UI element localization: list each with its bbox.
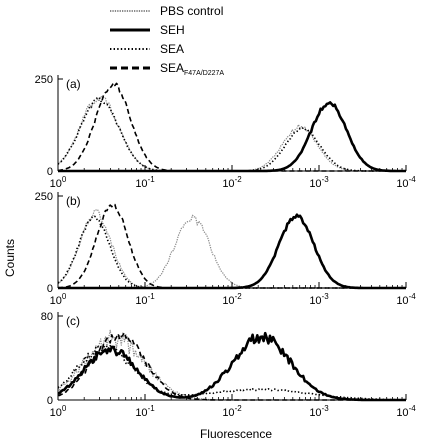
x-tick-label: 10-4 <box>396 404 416 419</box>
x-tick-exponent: -2 <box>235 292 243 301</box>
series-line <box>57 82 406 172</box>
x-tick-label: 10-4 <box>396 175 416 190</box>
series-line <box>57 203 406 289</box>
x-tick-exponent: -1 <box>148 175 156 184</box>
series-line <box>58 213 406 290</box>
y-tick-label: 80 <box>41 311 53 323</box>
x-tick-exponent: -3 <box>322 175 330 184</box>
x-tick-exponent: 0 <box>62 292 67 301</box>
x-axis-label: Fluorescence <box>200 427 272 441</box>
y-tick-label: 0 <box>47 283 53 295</box>
x-tick-exponent: -1 <box>148 404 156 413</box>
series-line <box>58 101 406 173</box>
x-tick-label: 10-2 <box>222 292 242 307</box>
x-tick-label: 10-2 <box>222 404 242 419</box>
legend-entry: SEAF47A/D227A <box>110 61 224 77</box>
series-line <box>57 331 406 402</box>
x-tick-exponent: 0 <box>62 404 67 413</box>
x-tick-exponent: -3 <box>322 404 330 413</box>
legend: PBS control SEH SEA SEAF47A/D227A <box>110 4 224 77</box>
y-tick-label: 0 <box>47 166 53 178</box>
y-tick-label: 0 <box>47 395 53 407</box>
series-line <box>57 208 406 289</box>
x-tick-label: 10-1 <box>135 404 155 419</box>
x-tick-label: 10-3 <box>309 292 329 307</box>
panel-label: (c) <box>66 314 80 328</box>
legend-label: SEA <box>160 42 184 56</box>
panel-label: (a) <box>66 77 81 91</box>
series-line <box>57 215 406 289</box>
legend-entry: SEA <box>110 42 184 56</box>
y-tick-label: 250 <box>35 74 53 86</box>
x-tick-exponent: -4 <box>409 175 417 184</box>
x-tick-label: 10-2 <box>222 175 242 190</box>
legend-subscript: F47A/D227A <box>184 70 224 77</box>
series-line <box>57 344 406 401</box>
legend-entry: PBS control <box>110 4 223 18</box>
x-tick-exponent: 0 <box>62 175 67 184</box>
legend-label: SEAF47A/D227A <box>160 61 224 77</box>
x-tick-label: 10-1 <box>135 175 155 190</box>
legend-entry: SEH <box>110 23 185 37</box>
x-tick-label: 10-3 <box>309 175 329 190</box>
legend-label: SEH <box>160 23 185 37</box>
series-line <box>57 96 406 172</box>
x-tick-label: 10-3 <box>309 404 329 419</box>
x-tick-label: 10-1 <box>135 292 155 307</box>
x-tick-exponent: -1 <box>148 292 156 301</box>
x-tick-label: 10-4 <box>396 292 416 307</box>
x-tick-exponent: -4 <box>409 404 417 413</box>
x-tick-exponent: -4 <box>409 292 417 301</box>
x-tick-exponent: -2 <box>235 175 243 184</box>
panel-label: (b) <box>66 194 81 208</box>
series-line <box>58 331 406 401</box>
series-line <box>58 214 406 289</box>
y-tick-label: 250 <box>35 191 53 203</box>
legend-label: PBS control <box>160 4 223 18</box>
x-tick-exponent: -3 <box>322 292 330 301</box>
y-axis-label: Counts <box>3 239 17 277</box>
x-tick-exponent: -2 <box>235 404 243 413</box>
